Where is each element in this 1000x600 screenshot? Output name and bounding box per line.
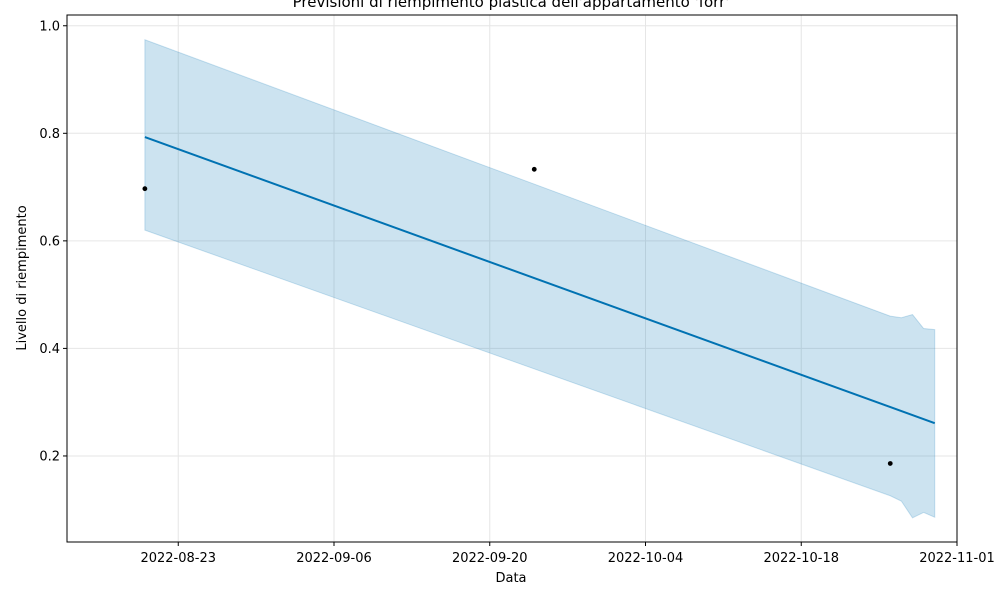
y-tick-label: 0.8	[39, 127, 60, 142]
y-tick-label: 0.4	[39, 342, 60, 357]
x-tick-label: 2022-10-04	[608, 551, 684, 566]
plot-frame	[66, 14, 958, 543]
y-tick-label: 0.6	[39, 234, 60, 249]
observed-point	[887, 461, 893, 466]
observed-points	[142, 166, 893, 466]
x-tick-label: 2022-08-23	[140, 551, 216, 566]
forecast-line	[144, 136, 936, 425]
x-tick-label: 2022-10-18	[763, 551, 839, 566]
x-tick-label: 2022-09-06	[296, 551, 372, 566]
x-tick-label: 2022-11-01	[919, 551, 995, 566]
x-tick-label: 2022-09-20	[452, 551, 528, 566]
uncertainty-band	[144, 39, 936, 519]
x-axis-title: Data	[495, 571, 526, 586]
y-axis-ticks: 0.2 0.4 0.6 0.8 1.0	[39, 19, 67, 464]
chart-title: Previsioni di riempimento plastica dell'…	[293, 0, 730, 11]
y-tick-label: 1.0	[39, 19, 60, 34]
x-axis-ticks: 2022-08-23 2022-09-06 2022-09-20 2022-10-04…	[140, 542, 995, 566]
observed-point	[142, 186, 148, 192]
uncertainty-interval	[144, 39, 936, 519]
y-tick-label: 0.2	[39, 449, 60, 464]
y-axis-title: Livello di riempimento	[15, 205, 30, 350]
observed-point	[531, 166, 537, 172]
forecast-line-group	[144, 136, 936, 425]
